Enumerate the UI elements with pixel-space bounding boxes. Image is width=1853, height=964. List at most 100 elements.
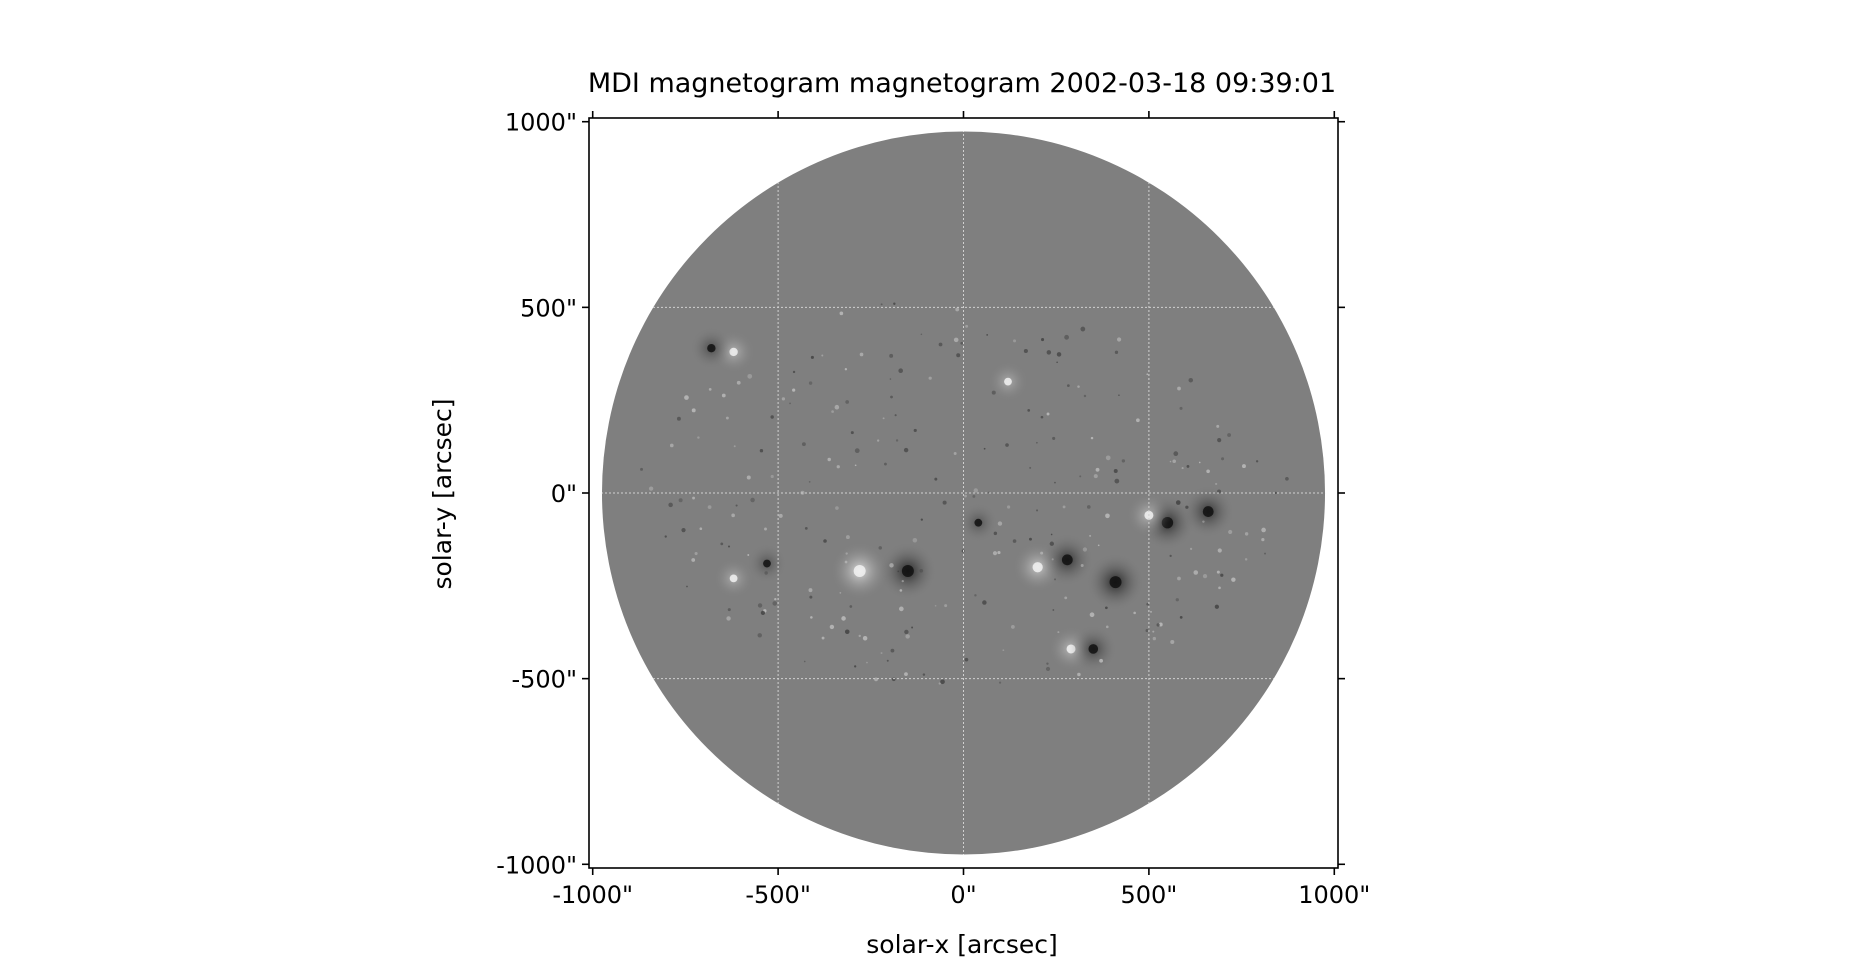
flux-speck	[836, 465, 840, 469]
flux-speck	[747, 373, 753, 379]
flux-speck	[839, 592, 842, 594]
flux-speck	[1175, 500, 1181, 505]
flux-speck	[1064, 596, 1068, 600]
flux-speck	[849, 605, 853, 608]
flux-speck	[894, 414, 897, 417]
flux-speck	[1172, 459, 1177, 464]
flux-speck	[648, 486, 654, 491]
flux-speck	[889, 378, 892, 380]
flux-speck	[640, 467, 643, 471]
flux-speck	[707, 505, 712, 510]
flux-speck	[993, 531, 998, 536]
flux-speck	[1036, 441, 1038, 444]
flux-speck	[904, 629, 909, 635]
flux-speck	[903, 447, 909, 453]
flux-speck	[1006, 505, 1011, 509]
flux-speck	[934, 477, 938, 481]
flux-speck	[839, 311, 844, 316]
flux-speck	[1116, 337, 1122, 342]
flux-speck	[953, 452, 957, 455]
flux-speck	[1029, 537, 1032, 541]
flux-speck	[804, 527, 808, 530]
active-region-positive	[830, 542, 889, 600]
flux-speck	[699, 527, 703, 531]
flux-speck	[1189, 547, 1193, 550]
flux-speck	[1049, 541, 1054, 546]
flux-speck	[854, 464, 857, 467]
flux-speck	[1255, 460, 1259, 463]
flux-speck	[1214, 604, 1220, 609]
axis-ticks: -1000" -500" 0" 500" 1000" 1000" 500" 0" -500" -1…	[496, 109, 1370, 909]
flux-speck	[878, 546, 883, 550]
flux-speck	[778, 513, 783, 518]
flux-speck	[890, 395, 893, 399]
flux-speck	[678, 498, 683, 503]
flux-speck	[1002, 649, 1005, 652]
flux-speck	[691, 408, 696, 413]
flux-speck	[889, 563, 894, 568]
flux-speck	[1274, 491, 1277, 495]
flux-speck	[911, 626, 914, 629]
flux-speck	[691, 558, 696, 562]
x-tick-label: 0"	[950, 881, 976, 909]
flux-speck	[997, 521, 1003, 526]
coordinate-grid	[601, 131, 1326, 855]
y-tick-label: 1000"	[505, 109, 577, 137]
flux-speck	[1152, 636, 1157, 641]
flux-speck	[770, 474, 774, 479]
flux-speck	[928, 376, 932, 380]
flux-speck	[854, 448, 860, 454]
flux-speck	[834, 404, 840, 410]
flux-speck	[1066, 384, 1070, 388]
flux-speck	[789, 402, 791, 405]
flux-speck	[880, 303, 883, 306]
flux-speck	[920, 518, 923, 521]
flux-speck	[895, 439, 899, 442]
flux-speck	[973, 488, 978, 493]
flux-speck	[940, 679, 945, 685]
flux-speck	[770, 415, 774, 419]
flux-speck	[897, 570, 900, 573]
x-tick-label: 1000"	[1298, 881, 1370, 909]
flux-speck	[844, 560, 848, 564]
flux-speck	[747, 554, 750, 556]
flux-speck	[708, 388, 712, 391]
flux-speck	[827, 457, 831, 462]
flux-speck	[960, 341, 964, 345]
flux-speck	[1013, 339, 1017, 343]
flux-speck	[1198, 461, 1201, 464]
flux-speck	[893, 302, 896, 305]
flux-speck	[1095, 467, 1100, 472]
flux-speck	[1188, 377, 1194, 383]
flux-speck	[736, 380, 741, 385]
flux-speck	[913, 428, 917, 433]
y-tick-label: -1000"	[496, 851, 577, 879]
flux-speck	[781, 397, 786, 401]
flux-speck	[668, 502, 673, 508]
flux-speck	[942, 500, 947, 505]
flux-speck	[905, 634, 910, 639]
active-region-positive	[988, 361, 1028, 402]
flux-speck	[956, 353, 961, 358]
flux-speck	[1216, 570, 1220, 574]
flux-speck	[1046, 662, 1049, 665]
flux-speck	[1056, 361, 1058, 364]
flux-speck	[1105, 513, 1110, 519]
solar-disk	[601, 131, 1326, 855]
flux-speck	[750, 497, 755, 503]
flux-speck	[1206, 469, 1210, 474]
flux-speck	[727, 545, 731, 548]
flux-speck	[664, 535, 667, 538]
flux-speck	[850, 431, 854, 435]
flux-speck	[845, 400, 849, 404]
flux-speck	[1005, 443, 1009, 447]
flux-speck	[953, 337, 959, 343]
flux-speck	[810, 355, 814, 359]
flux-speck	[1244, 558, 1248, 561]
flux-speck	[1046, 350, 1052, 355]
flux-speck	[1202, 520, 1205, 523]
flux-speck	[1227, 433, 1232, 437]
flux-speck	[727, 608, 731, 612]
flux-speck	[982, 600, 987, 605]
